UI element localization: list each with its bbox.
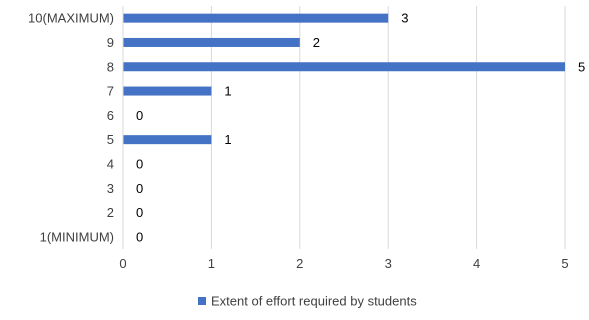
data-label: 3 — [401, 11, 408, 26]
legend: Extent of effort required by students — [198, 294, 417, 309]
category-label: 9 — [107, 35, 114, 50]
x-tick-label: 0 — [119, 256, 126, 271]
x-tick-label: 4 — [473, 256, 480, 271]
data-label: 5 — [578, 59, 585, 74]
x-tick-label: 2 — [296, 256, 303, 271]
category-label: 8 — [107, 59, 114, 74]
data-label: 1 — [224, 84, 231, 99]
category-label: 6 — [107, 108, 114, 123]
bar-6 — [123, 135, 212, 145]
category-label: 1(MINIMUM) — [40, 229, 114, 244]
category-label: 4 — [107, 156, 114, 171]
bar-1 — [123, 13, 389, 23]
data-label: 0 — [136, 181, 143, 196]
x-tick-label: 1 — [208, 256, 215, 271]
legend-swatch — [198, 297, 206, 305]
bar-2 — [123, 37, 300, 47]
category-label: 7 — [107, 84, 114, 99]
data-label: 0 — [136, 229, 143, 244]
category-label: 2 — [107, 205, 114, 220]
bar-3 — [123, 62, 565, 72]
category-axis-labels: 10(MAXIMUM) 9 8 7 6 5 4 3 2 1(MINIMUM) — [28, 11, 114, 245]
x-tick-label: 3 — [385, 256, 392, 271]
data-label: 0 — [136, 156, 143, 171]
category-label: 5 — [107, 132, 114, 147]
data-label: 0 — [136, 108, 143, 123]
category-label: 3 — [107, 181, 114, 196]
value-axis-labels: 0 1 2 3 4 5 — [119, 256, 568, 271]
data-label: 0 — [136, 205, 143, 220]
data-label: 2 — [313, 35, 320, 50]
legend-label: Extent of effort required by students — [211, 294, 417, 309]
bar-4 — [123, 86, 212, 96]
bars — [123, 13, 565, 145]
data-label: 1 — [224, 132, 231, 147]
category-label: 10(MAXIMUM) — [28, 11, 114, 26]
x-tick-label: 5 — [561, 256, 568, 271]
data-labels: 3 2 5 1 0 1 0 0 0 0 — [136, 11, 585, 245]
